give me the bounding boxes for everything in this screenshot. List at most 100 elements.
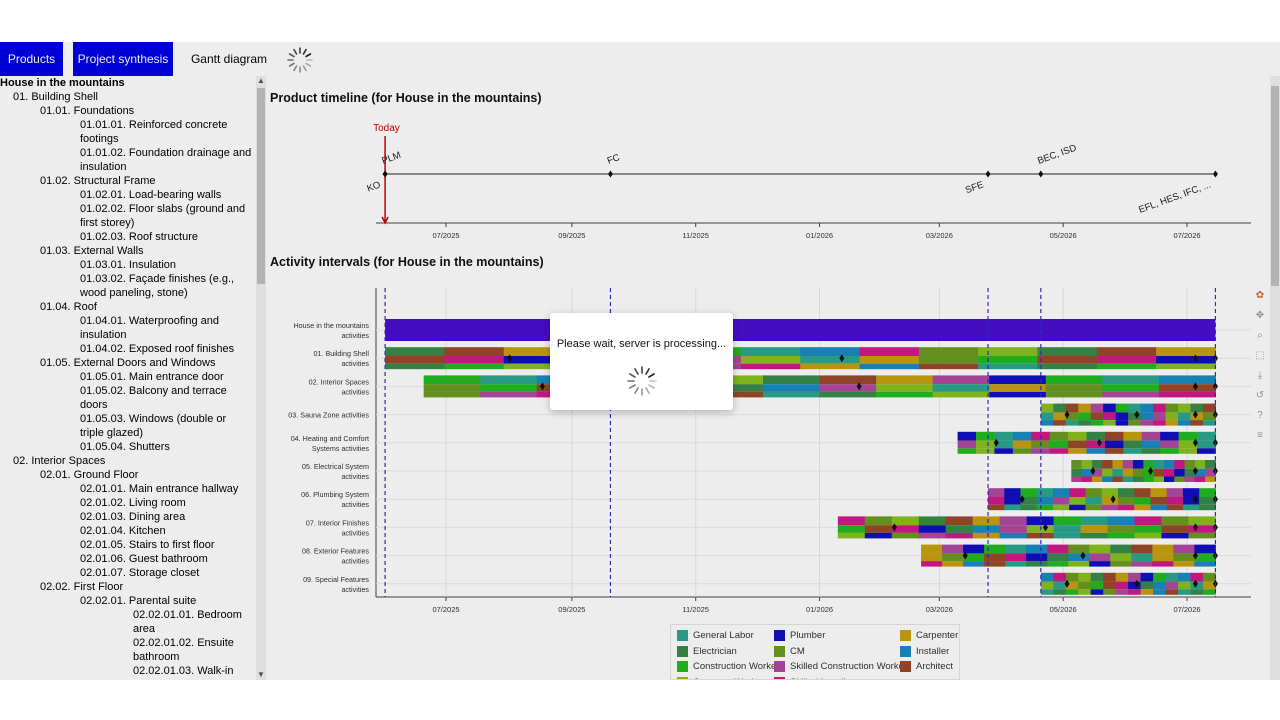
tree-item[interactable]: 02.02.01.01. Bedroom area [133, 609, 242, 635]
tree-item[interactable]: 01.01.01. Reinforced concrete footings [80, 119, 228, 145]
activity-bar[interactable] [423, 375, 1218, 398]
tree-item[interactable]: 02.01.02. Living room [80, 497, 186, 509]
tree-item[interactable]: 01.04.01. Waterproofing and insulation [80, 315, 220, 341]
activity-bar[interactable] [1040, 572, 1218, 595]
legend-swatch [900, 645, 911, 657]
reset-icon[interactable]: ↺ [1255, 390, 1265, 401]
select-icon[interactable]: ⬚ [1255, 350, 1265, 361]
spinner-tick [305, 53, 312, 58]
tree-item[interactable]: 01.02. Structural Frame [40, 175, 156, 187]
tree-item[interactable]: 02.02.01.02. Ensuite bathroom [133, 637, 234, 663]
tree-item[interactable]: House in the mountains [0, 77, 125, 89]
tree-item[interactable]: 01. Building Shell [13, 91, 99, 103]
milestone-marker [856, 382, 862, 391]
tree-item[interactable]: 01.05.04. Shutters [80, 441, 170, 453]
y-tick-label: activities [341, 528, 369, 537]
legend-label: Concrete Worker [693, 677, 765, 680]
tree-item[interactable]: 01.02.02. Floor slabs (ground and first … [80, 203, 246, 229]
y-tick-label: 05. Electrical System [302, 462, 369, 471]
legend-item[interactable]: Construction Worker [677, 661, 779, 672]
scroll-up-icon[interactable]: ▲ [257, 76, 265, 85]
page-scrollbar-thumb[interactable] [1271, 86, 1279, 286]
pan-icon[interactable]: ✥ [1255, 310, 1265, 321]
bottom-margin [0, 680, 1280, 720]
legend-item[interactable]: Plumber [774, 630, 825, 641]
data-icon[interactable]: ≡ [1257, 430, 1263, 441]
processing-dialog: Please wait, server is processing... [550, 313, 733, 410]
tree-item[interactable]: 01.05.02. Balcony and terrace doors [80, 385, 227, 411]
tree-item[interactable]: 01.02.03. Roof structure [80, 231, 199, 243]
tree-item[interactable]: 02.01.06. Guest bathroom [80, 553, 208, 565]
spinner-tick [288, 53, 295, 58]
activity-bar[interactable] [988, 488, 1218, 511]
legend-item[interactable]: Concrete Worker [677, 676, 765, 680]
y-tick-label: activities [341, 500, 369, 509]
activity-bar[interactable] [1071, 460, 1218, 482]
legend-item[interactable]: General Labor [677, 630, 754, 641]
tab-products[interactable]: Products [0, 42, 63, 76]
legend-label: General Labor [693, 630, 754, 641]
legend-swatch [677, 676, 688, 679]
spinner-tick [645, 368, 650, 375]
legend-item[interactable]: CM [774, 645, 805, 657]
milestone-marker [985, 170, 991, 178]
legend-label: Plumber [790, 630, 826, 641]
milestone-marker [1064, 410, 1070, 419]
legend-label: Skilled Construction Worker [790, 661, 908, 672]
tab-gantt-diagram[interactable]: Gantt diagram [190, 52, 268, 66]
legend-item[interactable]: Skilled Installer [774, 676, 854, 679]
legend-item[interactable]: Architect [900, 661, 953, 672]
scroll-down-icon[interactable]: ▼ [257, 670, 265, 679]
activity-bar[interactable] [921, 544, 1218, 567]
chart-modebar: ✿ ✥ ⌕ ⬚ ⤓ ↺? ≡ [1252, 286, 1270, 446]
tree-item[interactable]: 01.01.02. Foundation drainage and insula… [80, 147, 252, 173]
activity-bar[interactable] [957, 431, 1218, 454]
milestone-label: FC [606, 152, 622, 167]
tree-item[interactable]: 02.01. Ground Floor [40, 469, 139, 481]
tree-item[interactable]: 01.05.01. Main entrance door [80, 371, 224, 383]
tree-item[interactable]: 02.01.05. Stairs to first floor [80, 539, 215, 551]
legend-label: Electrician [693, 645, 737, 657]
tree-item[interactable]: 01.03.01. Insulation [80, 259, 177, 271]
plotly-logo-icon[interactable]: ✿ [1255, 290, 1265, 301]
milestone-marker [1192, 579, 1198, 588]
milestone-marker [1148, 467, 1154, 475]
tree-item[interactable]: 02.02.01.03. Walk-in closet or wardrobe [133, 665, 234, 680]
tree-scrollbar[interactable]: ▲ ▼ [256, 76, 266, 680]
spinner-tick [634, 387, 639, 394]
tree-item[interactable]: 02.01.01. Main entrance hallway [80, 483, 239, 495]
legend-item[interactable]: Electrician [677, 645, 737, 657]
y-tick-label: 04. Heating and Comfort [291, 434, 369, 443]
y-tick-label: 02. Interior Spaces [309, 377, 370, 386]
tree-item[interactable]: 02. Interior Spaces [13, 455, 106, 467]
timeline-tick-label: 11/2025 [682, 231, 709, 240]
tree-item[interactable]: 02.01.07. Storage closet [80, 567, 200, 579]
tree-item[interactable]: 01.05.03. Windows (double or triple glaz… [80, 413, 227, 439]
tree-item[interactable]: 01.04. Roof [40, 301, 97, 313]
tree-item[interactable]: 01.03. External Walls [40, 245, 144, 257]
tree-scrollbar-thumb[interactable] [257, 88, 265, 284]
tree-item[interactable]: 01.01. Foundations [40, 105, 135, 117]
zoom-icon[interactable]: ⌕ [1257, 330, 1263, 341]
spinner-tick [645, 387, 650, 394]
legend-item[interactable]: Installer [900, 645, 949, 657]
tree-item[interactable]: 02.02.01. Parental suite [80, 595, 197, 607]
legend-item[interactable]: Carpenter [900, 630, 958, 641]
tree-item[interactable]: 01.05. External Doors and Windows [40, 357, 216, 369]
help-icon[interactable]: ? [1257, 410, 1263, 421]
y-tick-label: 01. Building Shell [313, 349, 369, 358]
download-icon[interactable]: ⤓ [1257, 370, 1263, 381]
milestone-marker [1192, 467, 1198, 475]
tree-item[interactable]: 02.01.03. Dining area [80, 511, 186, 523]
page-scrollbar[interactable] [1270, 76, 1280, 680]
milestone-marker [382, 170, 388, 178]
activity-bar[interactable] [1040, 403, 1218, 426]
tree-item[interactable]: 01.02.01. Load-bearing walls [80, 189, 222, 201]
tab-project-synthesis[interactable]: Project synthesis [73, 42, 173, 76]
tree-item[interactable]: 02.01.04. Kitchen [80, 525, 166, 537]
tree-item[interactable]: 02.02. First Floor [40, 581, 124, 593]
y-tick-label: House in the mountains [293, 321, 369, 330]
tree-item[interactable]: 01.03.02. Façade finishes (e.g., wood pa… [80, 273, 235, 299]
tree-item[interactable]: 01.04.02. Exposed roof finishes [80, 343, 235, 355]
legend-item[interactable]: Skilled Construction Worker [774, 661, 907, 672]
